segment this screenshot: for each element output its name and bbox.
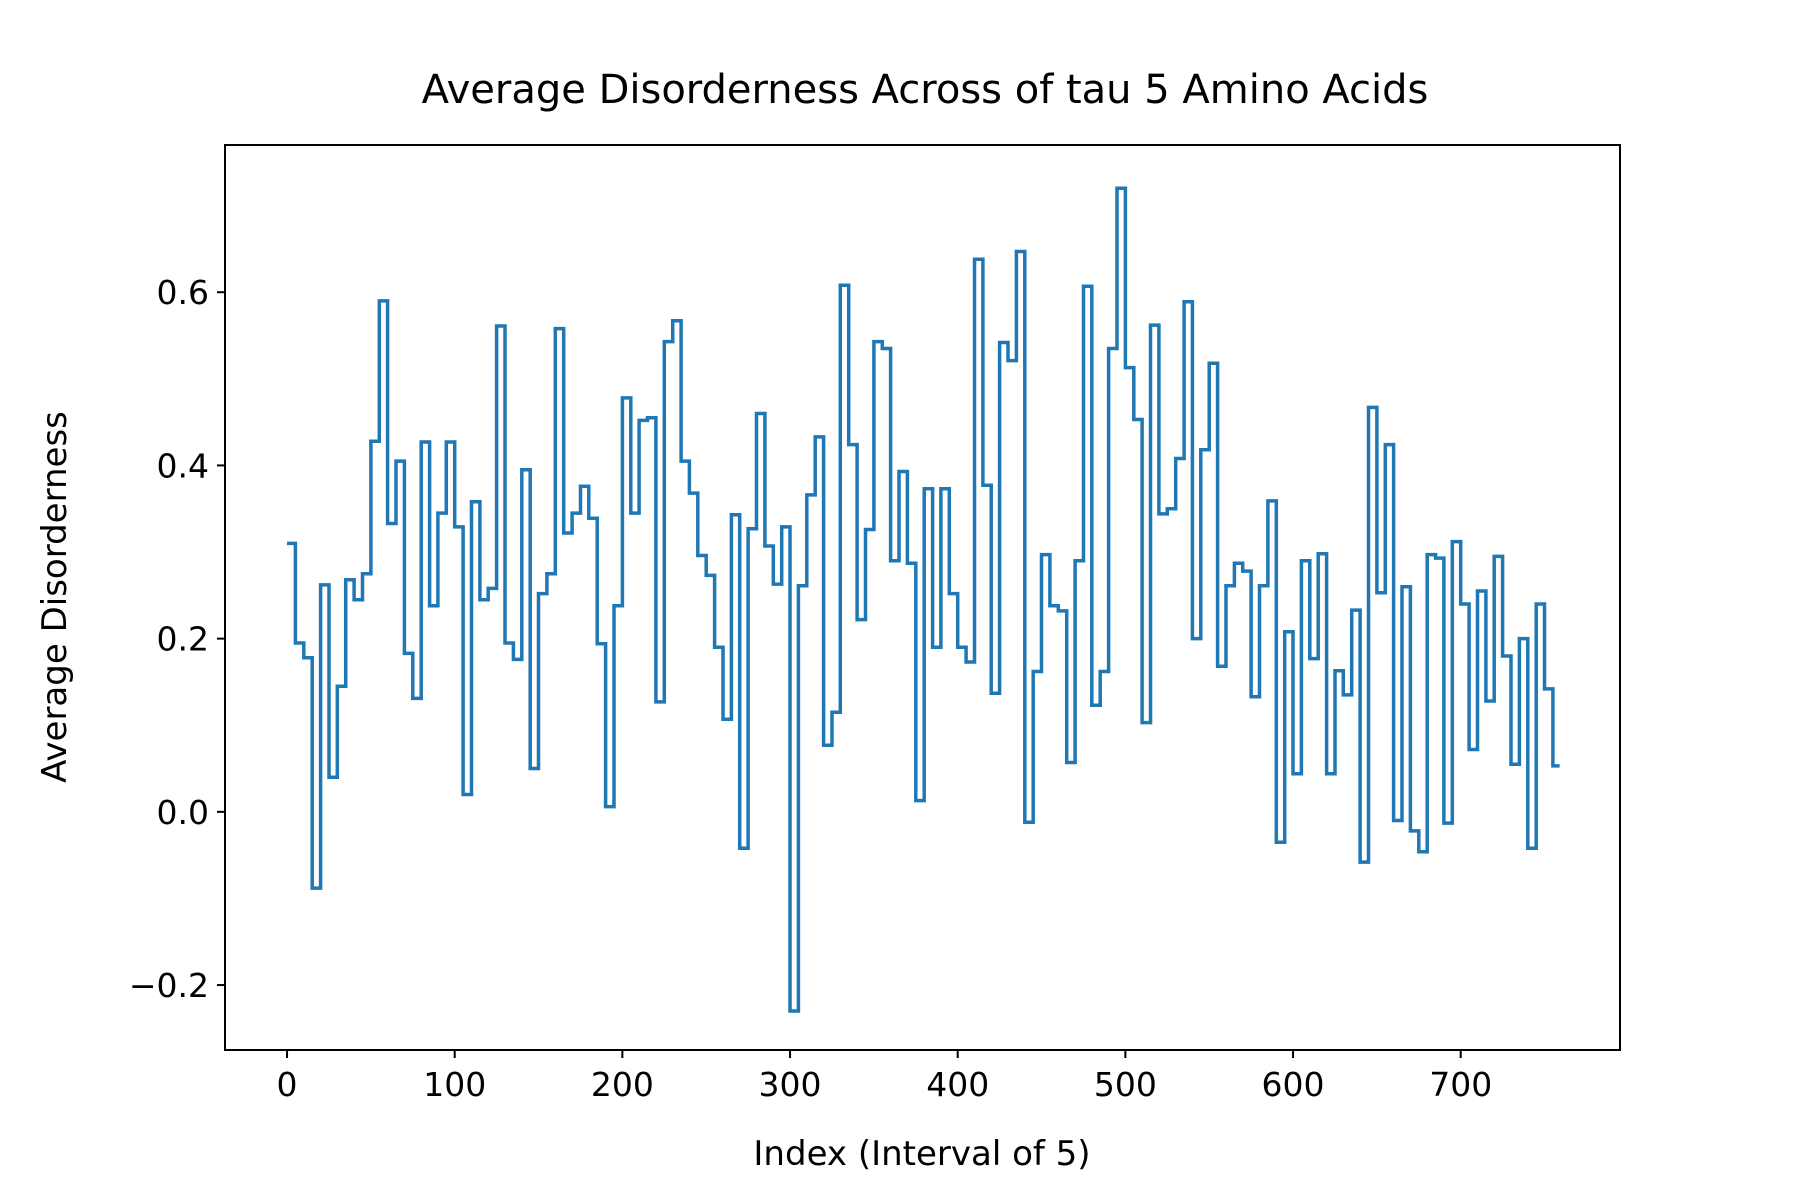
x-tick-label: 600 [1262, 1065, 1325, 1104]
axes-frame [224, 144, 1621, 1051]
plot-area [287, 186, 1560, 1013]
x-tick-label: 0 [277, 1065, 298, 1104]
x-tick-label: 200 [591, 1065, 654, 1104]
x-tick-label: 400 [926, 1065, 989, 1104]
x-tick-label: 100 [423, 1065, 486, 1104]
y-tick-label: −0.2 [129, 966, 209, 1005]
y-tick-label: 0.4 [157, 446, 209, 485]
y-tick-label: 0.6 [157, 273, 209, 312]
y-axis-label: Average Disorderness [35, 411, 75, 783]
x-tick-label: 500 [1094, 1065, 1157, 1104]
x-axis-label: Index (Interval of 5) [753, 1134, 1090, 1174]
y-tick-label: 0.2 [157, 620, 209, 659]
chart-title: Average Disorderness Across of tau 5 Ami… [422, 67, 1429, 113]
x-tick-label: 300 [759, 1065, 822, 1104]
y-axis-ticks: −0.2 0.0 0.2 0.4 0.6 [129, 273, 225, 1005]
x-axis-ticks: 0 100 200 300 400 500 600 700 [277, 1050, 1492, 1104]
x-tick-label: 700 [1429, 1065, 1492, 1104]
series-line [287, 186, 1560, 1013]
y-tick-label: 0.0 [157, 793, 209, 832]
